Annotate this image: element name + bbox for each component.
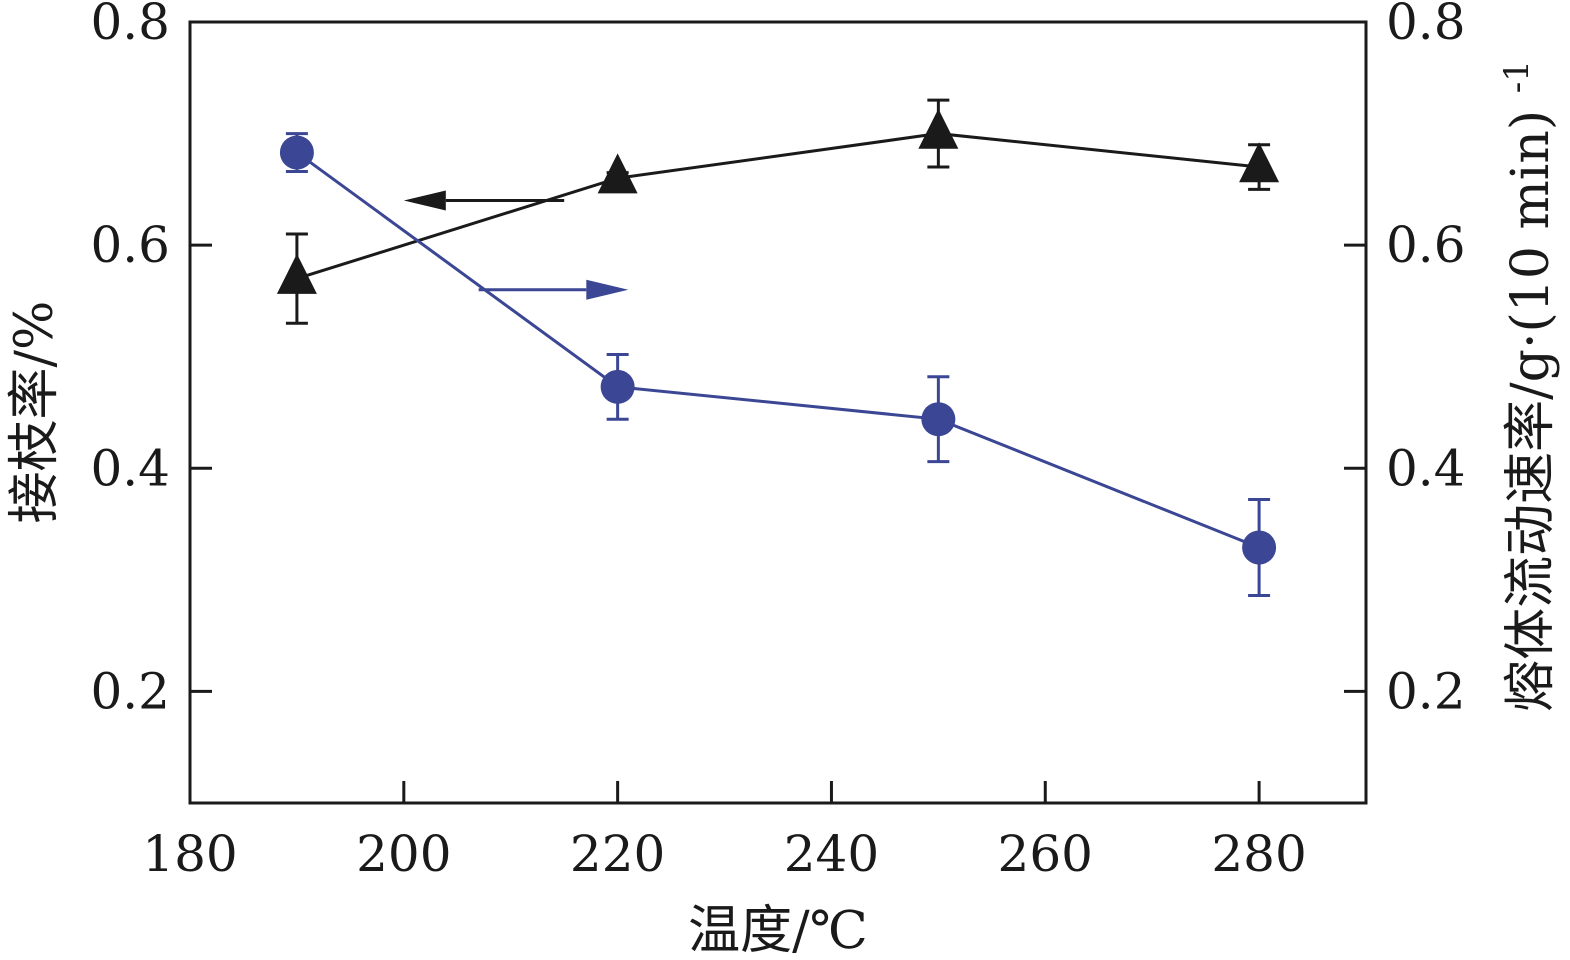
annotations: [403, 190, 629, 300]
x-axis-title: 温度/℃: [688, 901, 868, 960]
series-1-line: [296, 132, 1260, 281]
y-right-tick-label: 0.2: [1386, 662, 1466, 720]
data-point-circle: [921, 402, 956, 437]
x-tick-label: 220: [570, 825, 665, 883]
y-axis-ticks: 0.2 0.2 0.4 0.4 0.6 0.6 0.8 0.8: [90, 0, 1465, 720]
arrow-left-head: [403, 190, 446, 211]
data-point-triangle: [276, 253, 317, 294]
plot-border: [188, 20, 1368, 805]
series-2: [279, 132, 1277, 597]
y-left-tick-label: 0.8: [90, 0, 170, 51]
data-point-triangle: [1239, 142, 1280, 183]
x-tick-label: 240: [784, 825, 879, 883]
data-point-triangle: [597, 153, 638, 194]
y-left-tick-label: 0.4: [90, 439, 170, 497]
y-left-tick-label: 0.2: [90, 662, 170, 720]
data-point-circle: [279, 135, 314, 170]
x-tick-label: 200: [356, 825, 451, 883]
y-axis-right-title: 熔体流动速率/g·(10 min) -1: [1497, 60, 1561, 712]
y-right-tick-label: 0.8: [1386, 0, 1466, 51]
series-2-line: [296, 151, 1260, 549]
data-point-circle: [1242, 530, 1277, 565]
data-point-triangle: [918, 108, 959, 149]
y-right-tick-label: 0.4: [1386, 439, 1466, 497]
plot-frame: [188, 20, 1368, 805]
series-1: [276, 98, 1280, 325]
arrow-right-head: [586, 279, 629, 300]
y-axis-right-title-main: 熔体流动速率/g·(10 min): [1501, 110, 1561, 712]
y-axis-right-title-sup: -1: [1497, 60, 1537, 93]
x-axis-ticks: 180 200 220 240 260 280: [142, 781, 1307, 883]
x-tick-label: 280: [1211, 825, 1306, 883]
y-left-tick-label: 0.6: [90, 216, 170, 274]
y-axis-left-title: 接枝率/%: [5, 301, 65, 524]
series-layer: [276, 98, 1280, 597]
x-tick-label: 260: [998, 825, 1093, 883]
x-tick-label: 180: [142, 825, 237, 883]
y-right-tick-label: 0.6: [1386, 216, 1466, 274]
data-point-circle: [600, 369, 635, 404]
